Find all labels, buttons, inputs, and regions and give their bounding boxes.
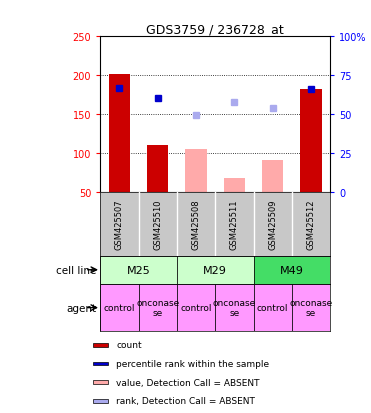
Text: GSM425509: GSM425509 (268, 199, 277, 249)
Bar (177, 284, 215, 332)
Text: agent: agent (66, 303, 96, 313)
Text: M49: M49 (280, 265, 304, 275)
Bar (262, 161, 283, 192)
Text: onconase
se: onconase se (289, 299, 333, 317)
Bar (215, 284, 253, 332)
Text: count: count (116, 341, 142, 349)
Bar (109, 74, 130, 192)
Bar (186, 150, 207, 192)
Text: M25: M25 (127, 265, 150, 275)
Text: rank, Detection Call = ABSENT: rank, Detection Call = ABSENT (116, 396, 255, 405)
Text: GSM425508: GSM425508 (191, 199, 200, 249)
Text: control: control (104, 304, 135, 312)
Text: onconase
se: onconase se (213, 299, 256, 317)
Bar (292, 284, 330, 332)
Text: control: control (180, 304, 212, 312)
Text: value, Detection Call = ABSENT: value, Detection Call = ABSENT (116, 378, 260, 387)
Text: percentile rank within the sample: percentile rank within the sample (116, 359, 269, 368)
Text: GSM425511: GSM425511 (230, 199, 239, 249)
Bar (224, 178, 245, 192)
Text: onconase
se: onconase se (136, 299, 179, 317)
Bar (100, 256, 177, 284)
Bar (93, 343, 108, 347)
Bar (93, 399, 108, 403)
Bar (177, 256, 253, 284)
Bar (301, 90, 322, 192)
Text: GSM425510: GSM425510 (153, 199, 162, 249)
Bar (253, 284, 292, 332)
Bar (138, 284, 177, 332)
Bar (100, 284, 138, 332)
Bar (93, 380, 108, 384)
Text: control: control (257, 304, 288, 312)
Text: M29: M29 (203, 265, 227, 275)
Bar (147, 145, 168, 192)
Text: cell line: cell line (56, 265, 96, 275)
Text: GSM425507: GSM425507 (115, 199, 124, 249)
Bar (253, 256, 330, 284)
Text: GSM425512: GSM425512 (306, 199, 315, 249)
Title: GDS3759 / 236728_at: GDS3759 / 236728_at (146, 23, 284, 36)
Bar (93, 362, 108, 366)
